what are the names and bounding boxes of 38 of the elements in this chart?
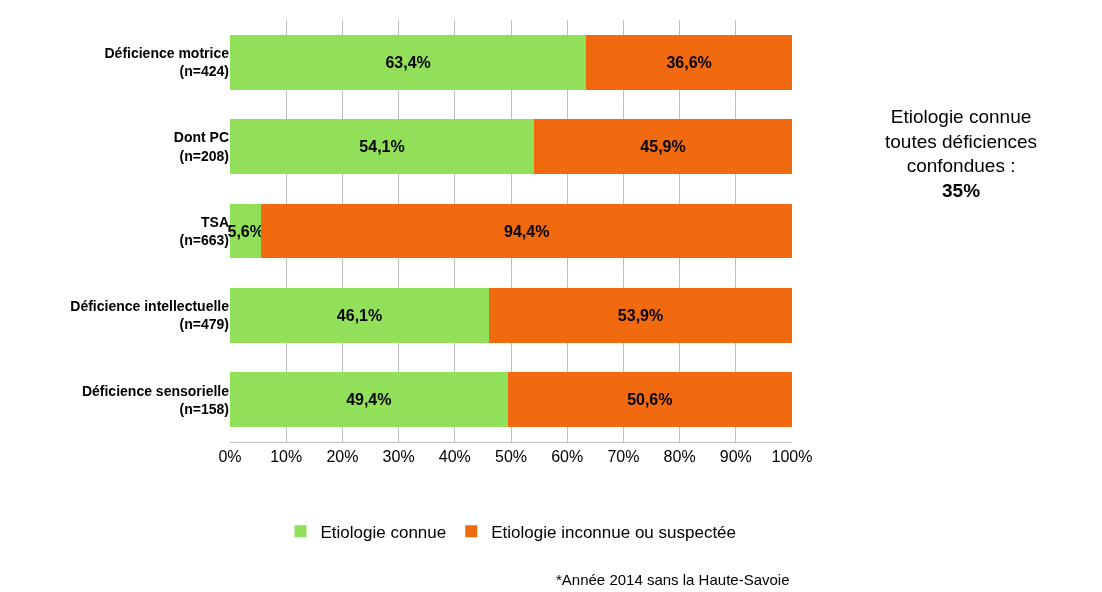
legend-label: Etiologie connue [320, 522, 447, 542]
data-label: 53,9% [617, 306, 664, 324]
data-label: 54,1% [359, 138, 405, 156]
x-tick-label: 80% [663, 448, 696, 466]
y-tick-label: Déficience motrice (n=424) [104, 45, 230, 80]
x-tick-label: 0% [218, 448, 242, 466]
x-tick-label: 10% [270, 448, 303, 466]
bar [489, 287, 792, 343]
bar [230, 34, 587, 90]
x-tick-label: 100% [771, 448, 813, 466]
text: *Année 2014 sans la Haute-Savoie [556, 571, 790, 588]
x-tick-label: 60% [551, 448, 584, 466]
x-tick-label: 90% [719, 448, 752, 466]
bar [261, 203, 792, 259]
bar [230, 372, 508, 428]
bar [230, 287, 490, 343]
bar [586, 34, 792, 90]
data-label: 36,6% [666, 53, 712, 71]
text: Etiologie connue toutes déficiences confondues : 35% [885, 106, 1038, 202]
bar [534, 119, 792, 175]
legend-label: Etiologie inconnue ou suspectée [491, 522, 737, 542]
y-tick-label: Dont PC (n=208) [173, 129, 229, 164]
data-label: 45,9% [640, 138, 686, 156]
x-tick-label: 40% [438, 448, 471, 466]
data-label: 50,6% [627, 391, 673, 409]
x-tick-label: 30% [382, 448, 415, 466]
y-tick-label: Déficience sensorielle (n=158) [81, 382, 230, 417]
bar [230, 119, 535, 175]
data-label: 94,4% [504, 222, 550, 240]
x-tick-label: 20% [326, 448, 359, 466]
data-label: 46,1% [336, 306, 383, 324]
data-label: 63,4% [385, 53, 431, 71]
y-tick-label: Déficience intellectuelle (n=479) [70, 298, 230, 333]
data-label: 49,4% [346, 391, 392, 409]
bar [507, 372, 792, 428]
x-tick-label: 70% [607, 448, 640, 466]
x-tick-label: 50% [494, 448, 528, 466]
y-tick-label: TSA (n=663) [179, 213, 229, 248]
